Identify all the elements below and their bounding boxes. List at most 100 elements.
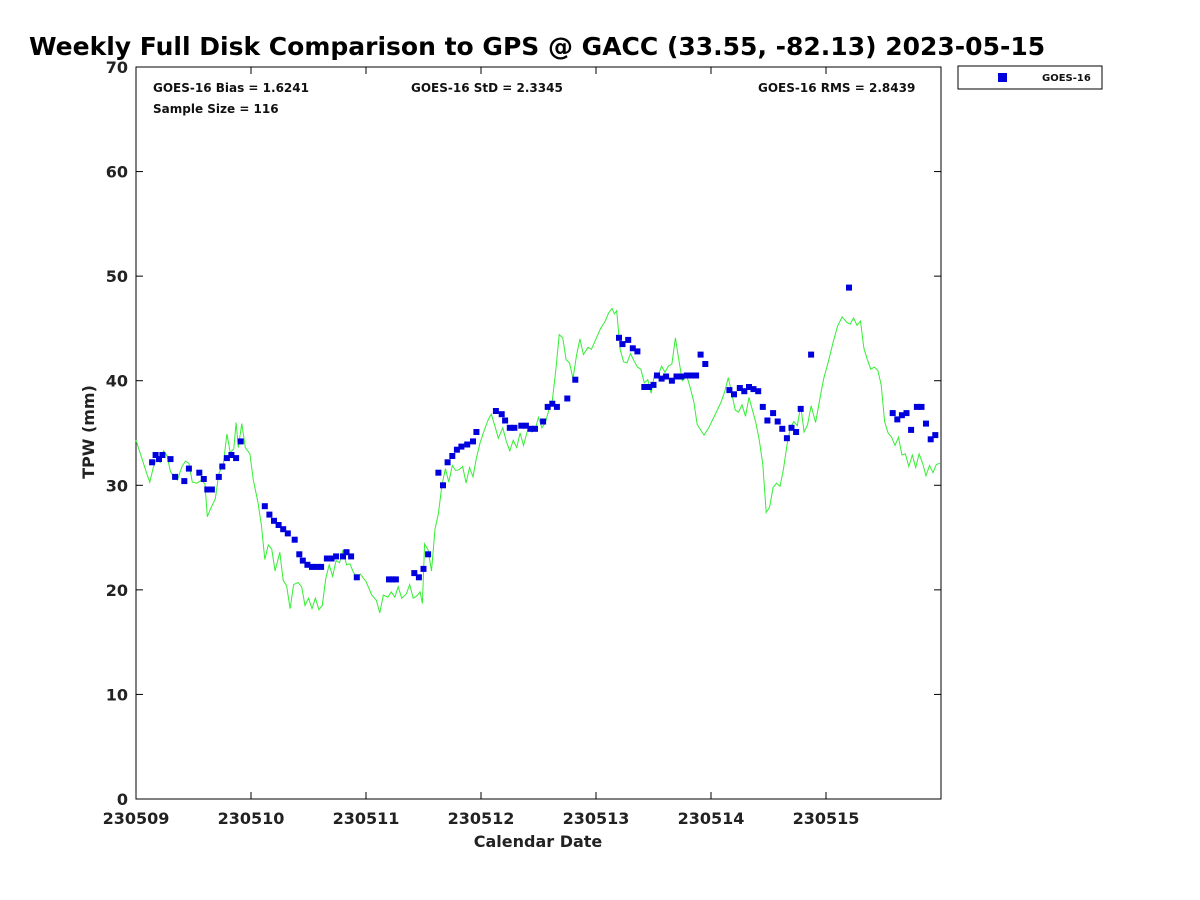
goes16-point — [196, 469, 203, 476]
y-tick-label: 30 — [106, 476, 128, 495]
goes16-point — [918, 403, 925, 410]
goes16-point — [736, 385, 743, 391]
goes16-point — [759, 403, 766, 410]
goes16-point — [645, 384, 652, 390]
goes16-point — [348, 553, 355, 560]
goes16-point — [797, 405, 804, 412]
goes16-point — [492, 408, 499, 414]
y-tick-label: 50 — [106, 267, 128, 286]
goes16-point — [658, 375, 665, 382]
goes16-point — [927, 436, 934, 443]
goes16-point — [181, 478, 188, 485]
goes16-point — [619, 341, 626, 348]
goes16-point — [415, 574, 422, 581]
goes16-point — [458, 443, 465, 450]
goes16-point — [159, 452, 166, 458]
y-tick-label: 20 — [106, 581, 128, 600]
goes16-point — [540, 418, 547, 425]
goes16-point — [237, 438, 244, 445]
goes16-point — [284, 530, 291, 537]
bias-stat: GOES-16 Bias = 1.6241 — [153, 81, 309, 95]
goes16-point — [172, 473, 179, 480]
legend-marker-goes16 — [998, 73, 1007, 82]
goes16-point — [392, 576, 399, 583]
goes16-point — [518, 422, 525, 429]
goes16-point — [299, 557, 306, 564]
goes16-point — [808, 351, 815, 358]
goes16-point — [616, 334, 622, 341]
legend-label-goes16: GOES-16 — [1042, 73, 1091, 84]
goes16-point — [668, 377, 675, 384]
goes16-point — [702, 361, 709, 367]
goes16-point — [223, 455, 230, 462]
goes16-point — [572, 376, 579, 383]
goes16-point — [200, 476, 207, 482]
goes16-point — [502, 417, 509, 424]
goes16-point — [629, 345, 636, 352]
goes16-point — [318, 563, 325, 570]
x-tick-label: 230513 — [563, 809, 630, 828]
x-tick-label: 230515 — [793, 809, 860, 828]
goes16-point — [793, 429, 800, 435]
goes16-point — [313, 563, 320, 570]
goes16-point — [764, 417, 771, 424]
sample-size-stat: Sample Size = 116 — [153, 102, 279, 116]
goes16-point — [726, 387, 733, 394]
legend-box — [957, 65, 1103, 90]
x-tick-label: 230511 — [333, 809, 400, 828]
y-axis: 0 10 20 30 40 50 60 70 — [106, 58, 941, 809]
goes16-point — [913, 403, 920, 410]
x-axis: 230509 230510 230511 230512 230513 230514 2305… — [103, 67, 860, 828]
goes16-point — [923, 420, 929, 427]
goes16-point — [266, 511, 273, 518]
y-tick-label: 0 — [117, 790, 128, 809]
goes16-point — [889, 410, 896, 417]
goes16-point — [440, 482, 446, 489]
goes16-point — [425, 551, 432, 558]
goes16-point — [678, 373, 685, 380]
goes16-point — [663, 373, 670, 380]
goes16-point — [741, 388, 748, 395]
goes16-point — [411, 570, 418, 577]
goes16-point — [788, 424, 795, 431]
goes16-point — [770, 410, 777, 417]
x-tick-label: 230509 — [103, 809, 170, 828]
x-tick-label: 230510 — [218, 809, 285, 828]
goes16-point — [149, 459, 156, 466]
goes16-point — [553, 403, 560, 410]
goes16-point — [185, 465, 192, 472]
goes16-point — [167, 456, 174, 463]
goes16-point — [420, 565, 427, 572]
goes16-point — [908, 426, 915, 433]
gps-series-line — [135, 307, 941, 614]
goes16-point — [261, 503, 268, 510]
goes16-point — [549, 400, 556, 407]
goes16-point — [755, 388, 762, 395]
goes16-point — [156, 456, 162, 463]
goes16-point — [435, 469, 442, 476]
y-tick-label: 70 — [106, 58, 128, 77]
goes16-point — [498, 411, 505, 418]
goes16-point — [386, 576, 392, 583]
goes16-point — [449, 453, 456, 459]
goes16-point — [389, 576, 396, 583]
std-stat: GOES-16 StD = 2.3345 — [411, 81, 563, 95]
goes16-point — [275, 522, 282, 528]
goes16-point — [564, 395, 571, 402]
goes16-point — [280, 526, 287, 533]
goes16-point — [444, 459, 451, 466]
goes16-point — [673, 373, 680, 380]
goes16-point — [688, 372, 695, 379]
goes16-point — [522, 422, 529, 429]
goes16-point — [296, 551, 303, 558]
goes16-point — [932, 432, 939, 439]
y-tick-label: 60 — [106, 163, 128, 182]
goes16-point — [233, 455, 240, 462]
goes16-point — [750, 386, 757, 393]
goes16-point — [353, 574, 360, 581]
goes16-point — [453, 446, 460, 453]
goes16-point — [271, 517, 277, 524]
goes16-point — [731, 391, 737, 398]
goes16-point — [746, 384, 752, 390]
goes16-point — [333, 553, 340, 560]
